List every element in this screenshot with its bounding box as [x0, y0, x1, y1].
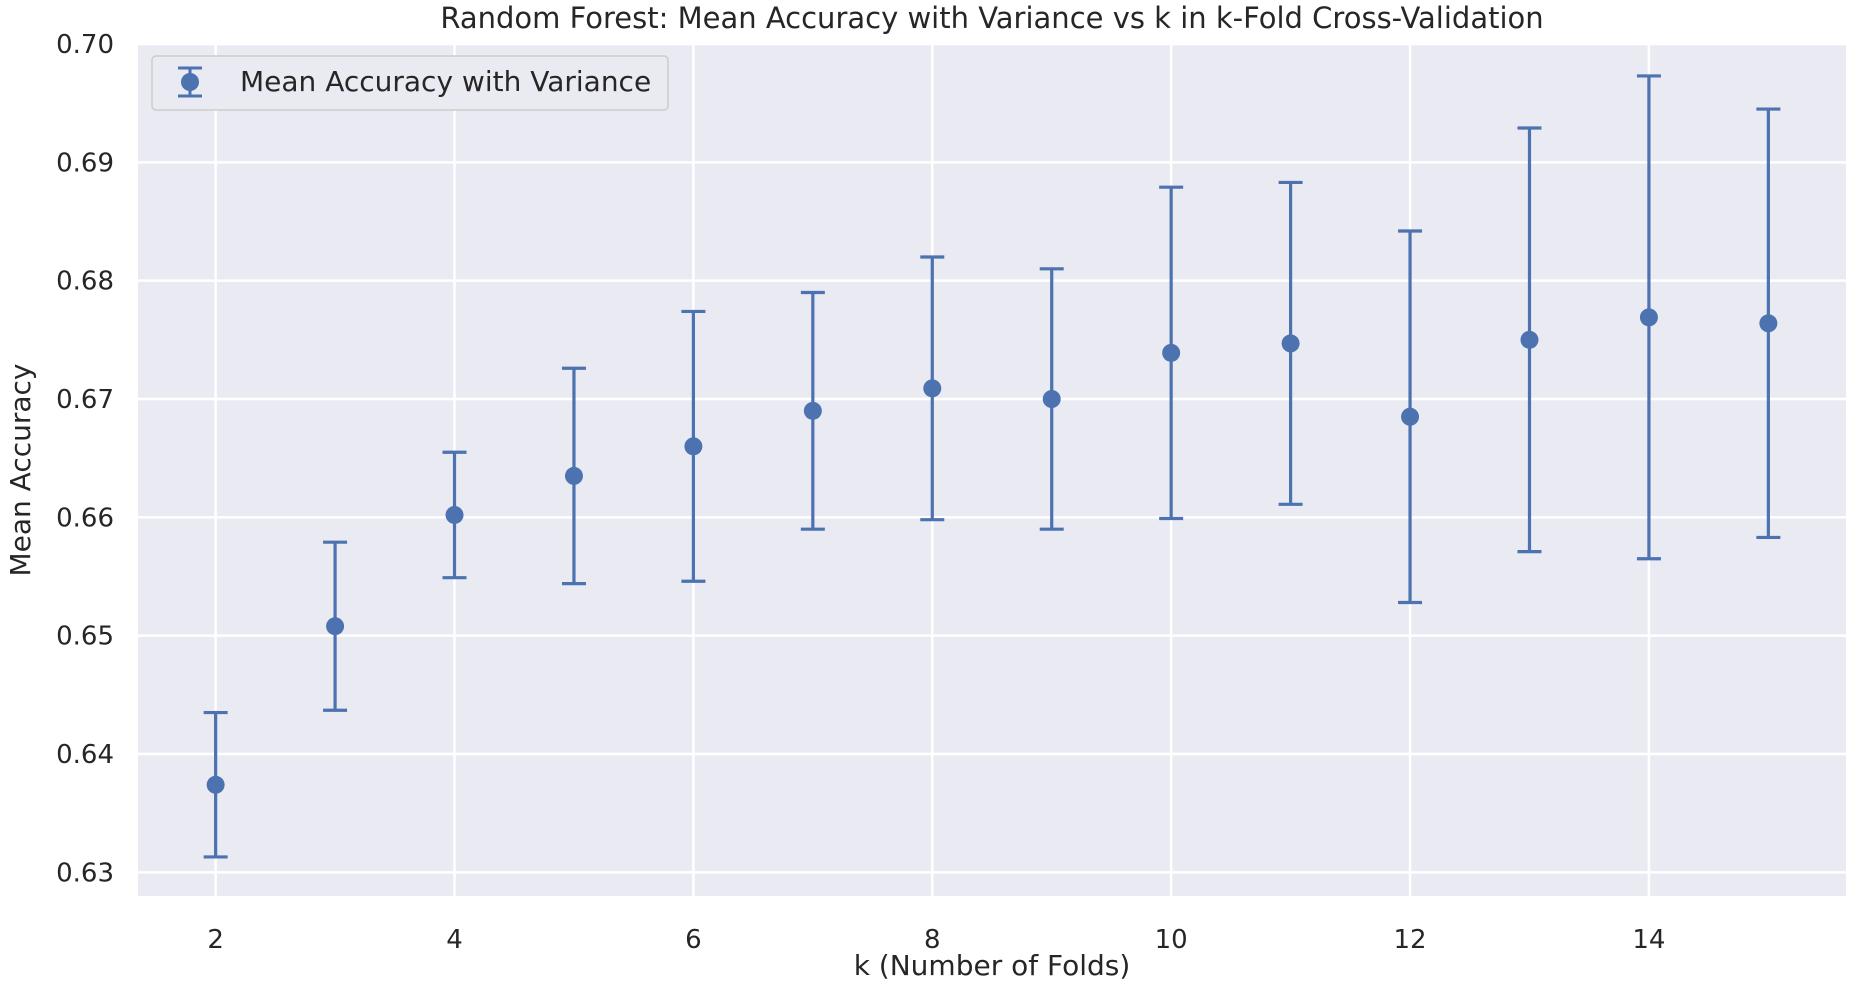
legend: Mean Accuracy with Variance	[151, 55, 669, 111]
y-axis-ticks: 0.63 0.64 0.65 0.66 0.67 0.68 0.69 0.70	[56, 30, 114, 888]
data-point-marker	[326, 617, 345, 636]
data-point-marker	[1520, 330, 1539, 349]
plot-background	[138, 44, 1846, 896]
y-tick-label: 0.66	[56, 503, 114, 533]
y-axis-label: Mean Accuracy	[4, 363, 37, 576]
errorbar-point	[442, 450, 467, 580]
errorbar-point	[681, 309, 706, 583]
errorbar-point	[1159, 185, 1184, 521]
y-tick-label: 0.69	[56, 148, 114, 178]
x-tick-label: 4	[446, 925, 463, 955]
errorbar-point	[203, 710, 228, 859]
errorbar-point	[1398, 229, 1423, 605]
data-point-marker	[1401, 407, 1420, 426]
x-tick-label: 14	[1632, 925, 1665, 955]
y-tick-label: 0.65	[56, 622, 114, 652]
x-tick-label: 10	[1155, 925, 1188, 955]
y-tick-label: 0.68	[56, 267, 114, 297]
legend-marker	[181, 73, 199, 91]
data-point-marker	[1162, 343, 1181, 362]
errorbar-point	[800, 290, 825, 531]
data-point-marker	[684, 437, 703, 456]
x-tick-label: 2	[207, 925, 224, 955]
data-point-marker	[206, 775, 225, 794]
x-axis-ticks: 2 4 6 8 10 12 14	[207, 925, 1665, 955]
data-point-marker	[564, 466, 583, 485]
chart-title: Random Forest: Mean Accuracy with Varian…	[440, 1, 1543, 35]
errorbar-point	[561, 366, 586, 586]
y-tick-label: 0.63	[56, 858, 114, 888]
y-tick-label: 0.64	[56, 740, 114, 770]
errorbar-point	[1636, 74, 1661, 561]
y-tick-label: 0.67	[56, 385, 114, 415]
data-point-marker	[1281, 334, 1300, 353]
y-tick-label: 0.70	[56, 30, 114, 60]
x-tick-label: 6	[685, 925, 702, 955]
data-point-marker	[445, 505, 464, 524]
data-point-marker	[1042, 390, 1061, 408]
errorbar-point	[323, 540, 348, 712]
x-tick-label: 12	[1393, 925, 1426, 955]
legend-box	[151, 55, 669, 111]
data-point-marker	[803, 401, 822, 420]
series-layer	[203, 74, 1781, 859]
x-tick-label: 8	[924, 925, 941, 955]
data-point-marker	[1759, 314, 1778, 333]
errorbar-point	[920, 255, 945, 522]
errorbar-point	[1756, 107, 1781, 540]
errorbar-point	[1039, 267, 1064, 531]
x-axis-label: k (Number of Folds)	[854, 949, 1131, 982]
data-point-marker	[1639, 308, 1658, 327]
legend-label: Mean Accuracy with Variance	[240, 65, 651, 98]
errorbar-point	[1278, 180, 1303, 506]
errorbar-point	[1517, 126, 1542, 554]
data-point-marker	[923, 379, 942, 398]
